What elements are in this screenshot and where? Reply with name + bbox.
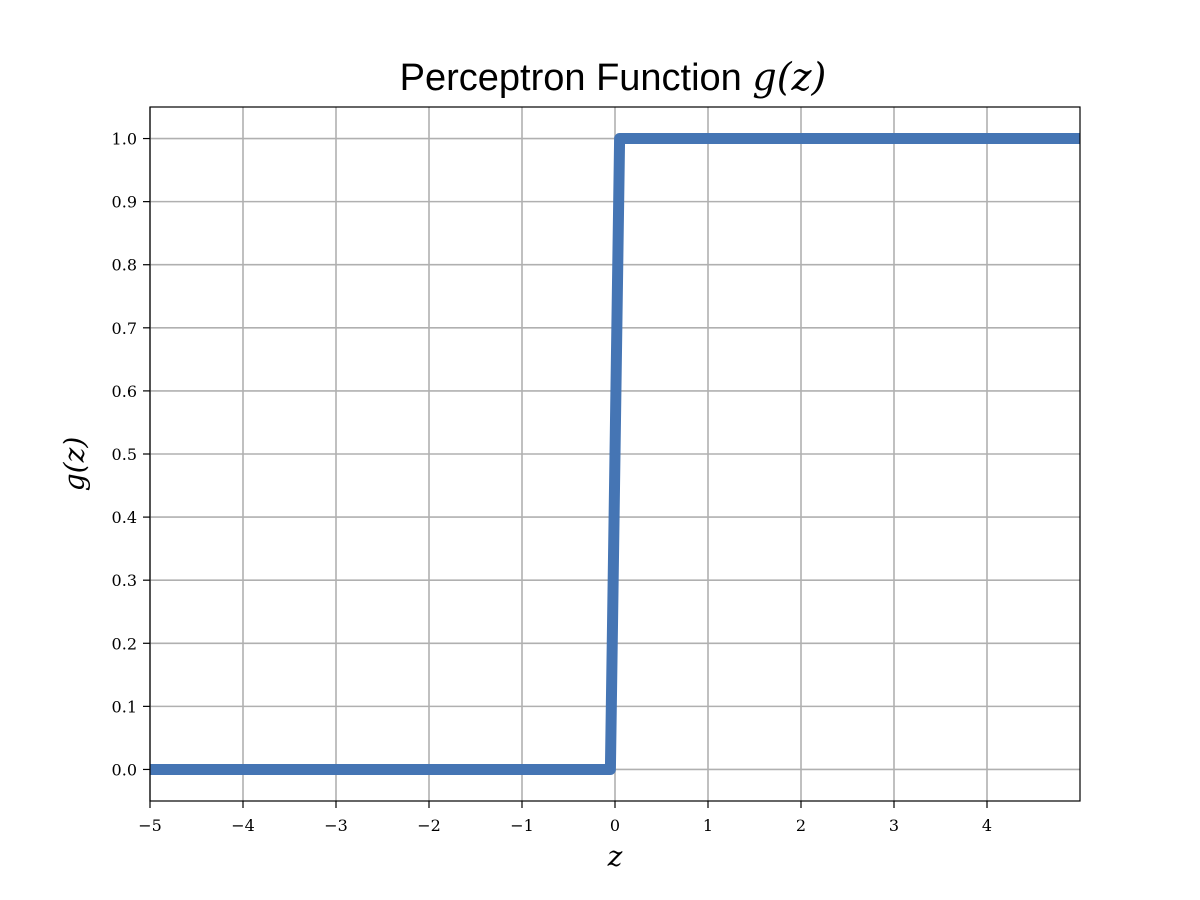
x-tick-label: 1 [703,816,713,835]
chart-title-math: g(z) [752,55,826,99]
y-tick-label: 0.5 [112,445,137,464]
y-tick-label: 0.8 [112,256,137,275]
x-tick-label: 0 [610,816,620,835]
y-tick-label: 0.0 [112,760,137,779]
x-axis-label: z [607,840,623,873]
y-tick-label: 0.4 [112,508,137,527]
y-axis-ticks: 0.0 0.1 0.2 0.3 0.4 0.5 0.6 0.7 0.8 0.9 1.0 [112,130,150,779]
x-tick-label: −5 [138,816,162,835]
y-tick-label: 0.3 [112,571,137,590]
y-tick-label: 0.1 [112,697,137,716]
x-tick-label: −1 [510,816,534,835]
y-tick-label: 0.7 [112,319,137,338]
y-tick-label: 1.0 [112,130,137,149]
chart-title: Perceptron Function g(z) [400,55,827,99]
y-tick-label: 0.2 [112,634,137,653]
chart-title-text: Perceptron Function [400,57,742,99]
series-group [150,133,1080,775]
x-tick-label: −2 [417,816,441,835]
x-axis-ticks: −5 −4 −3 −2 −1 0 1 2 3 4 [138,801,992,835]
x-tick-label: −3 [324,816,348,835]
x-tick-label: 2 [796,816,806,835]
y-axis-label: g(z) [58,437,91,492]
y-tick-label: 0.9 [112,193,137,212]
x-tick-label: 3 [889,816,899,835]
series-line [150,133,1080,775]
x-tick-label: −4 [231,816,255,835]
y-tick-label: 0.6 [112,382,137,401]
x-tick-label: 4 [982,816,992,835]
